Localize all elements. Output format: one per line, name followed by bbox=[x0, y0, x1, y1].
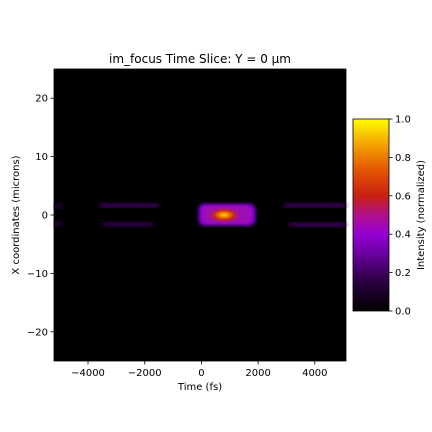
heatmap-side-band-2 bbox=[102, 222, 154, 227]
y-tick-label: −20 bbox=[27, 327, 48, 338]
y-tick-label: 0 bbox=[42, 211, 48, 222]
colorbar-tick-label: 0.0 bbox=[395, 307, 411, 318]
x-tick-label: −2000 bbox=[128, 368, 162, 379]
colorbar-label: Intensity (normalized) bbox=[416, 160, 427, 270]
colorbar-tick-label: 0.4 bbox=[395, 230, 411, 241]
colorbar-tick-label: 0.8 bbox=[395, 153, 411, 164]
heatmap-peak bbox=[207, 207, 242, 223]
heatmap-side-band-4 bbox=[289, 222, 346, 227]
chart-title: im_focus Time Slice: Y = 0 μm bbox=[109, 52, 291, 66]
x-axis-ticks: −4000 −2000 0 2000 4000 bbox=[71, 361, 328, 379]
colorbar-tick-label: 0.2 bbox=[395, 268, 411, 279]
colorbar-tick-label: 1.0 bbox=[395, 115, 411, 126]
heatmap-edge-spot-5 bbox=[54, 203, 63, 210]
x-tick-label: 0 bbox=[198, 368, 204, 379]
y-tick-label: 20 bbox=[35, 94, 48, 105]
x-tick-label: 2000 bbox=[245, 368, 270, 379]
heatmap-layer bbox=[54, 203, 346, 227]
x-tick-label: −4000 bbox=[71, 368, 105, 379]
y-tick-label: 10 bbox=[35, 152, 48, 163]
heatmap-edge-spot-6 bbox=[54, 220, 63, 227]
y-axis-ticks: −20 −10 0 10 20 bbox=[27, 94, 54, 338]
colorbar-ticks: 0.0 0.2 0.4 0.6 0.8 1.0 bbox=[389, 115, 411, 318]
x-tick-label: 4000 bbox=[302, 368, 327, 379]
x-axis-label: Time (fs) bbox=[177, 382, 222, 393]
heatmap-side-band-1 bbox=[99, 203, 159, 208]
y-axis-label: X coordinates (microns) bbox=[11, 155, 22, 274]
colorbar bbox=[352, 118, 390, 312]
y-tick-label: −10 bbox=[27, 269, 48, 280]
heatmap-side-band-3 bbox=[283, 203, 346, 208]
colorbar-tick-label: 0.6 bbox=[395, 191, 411, 202]
